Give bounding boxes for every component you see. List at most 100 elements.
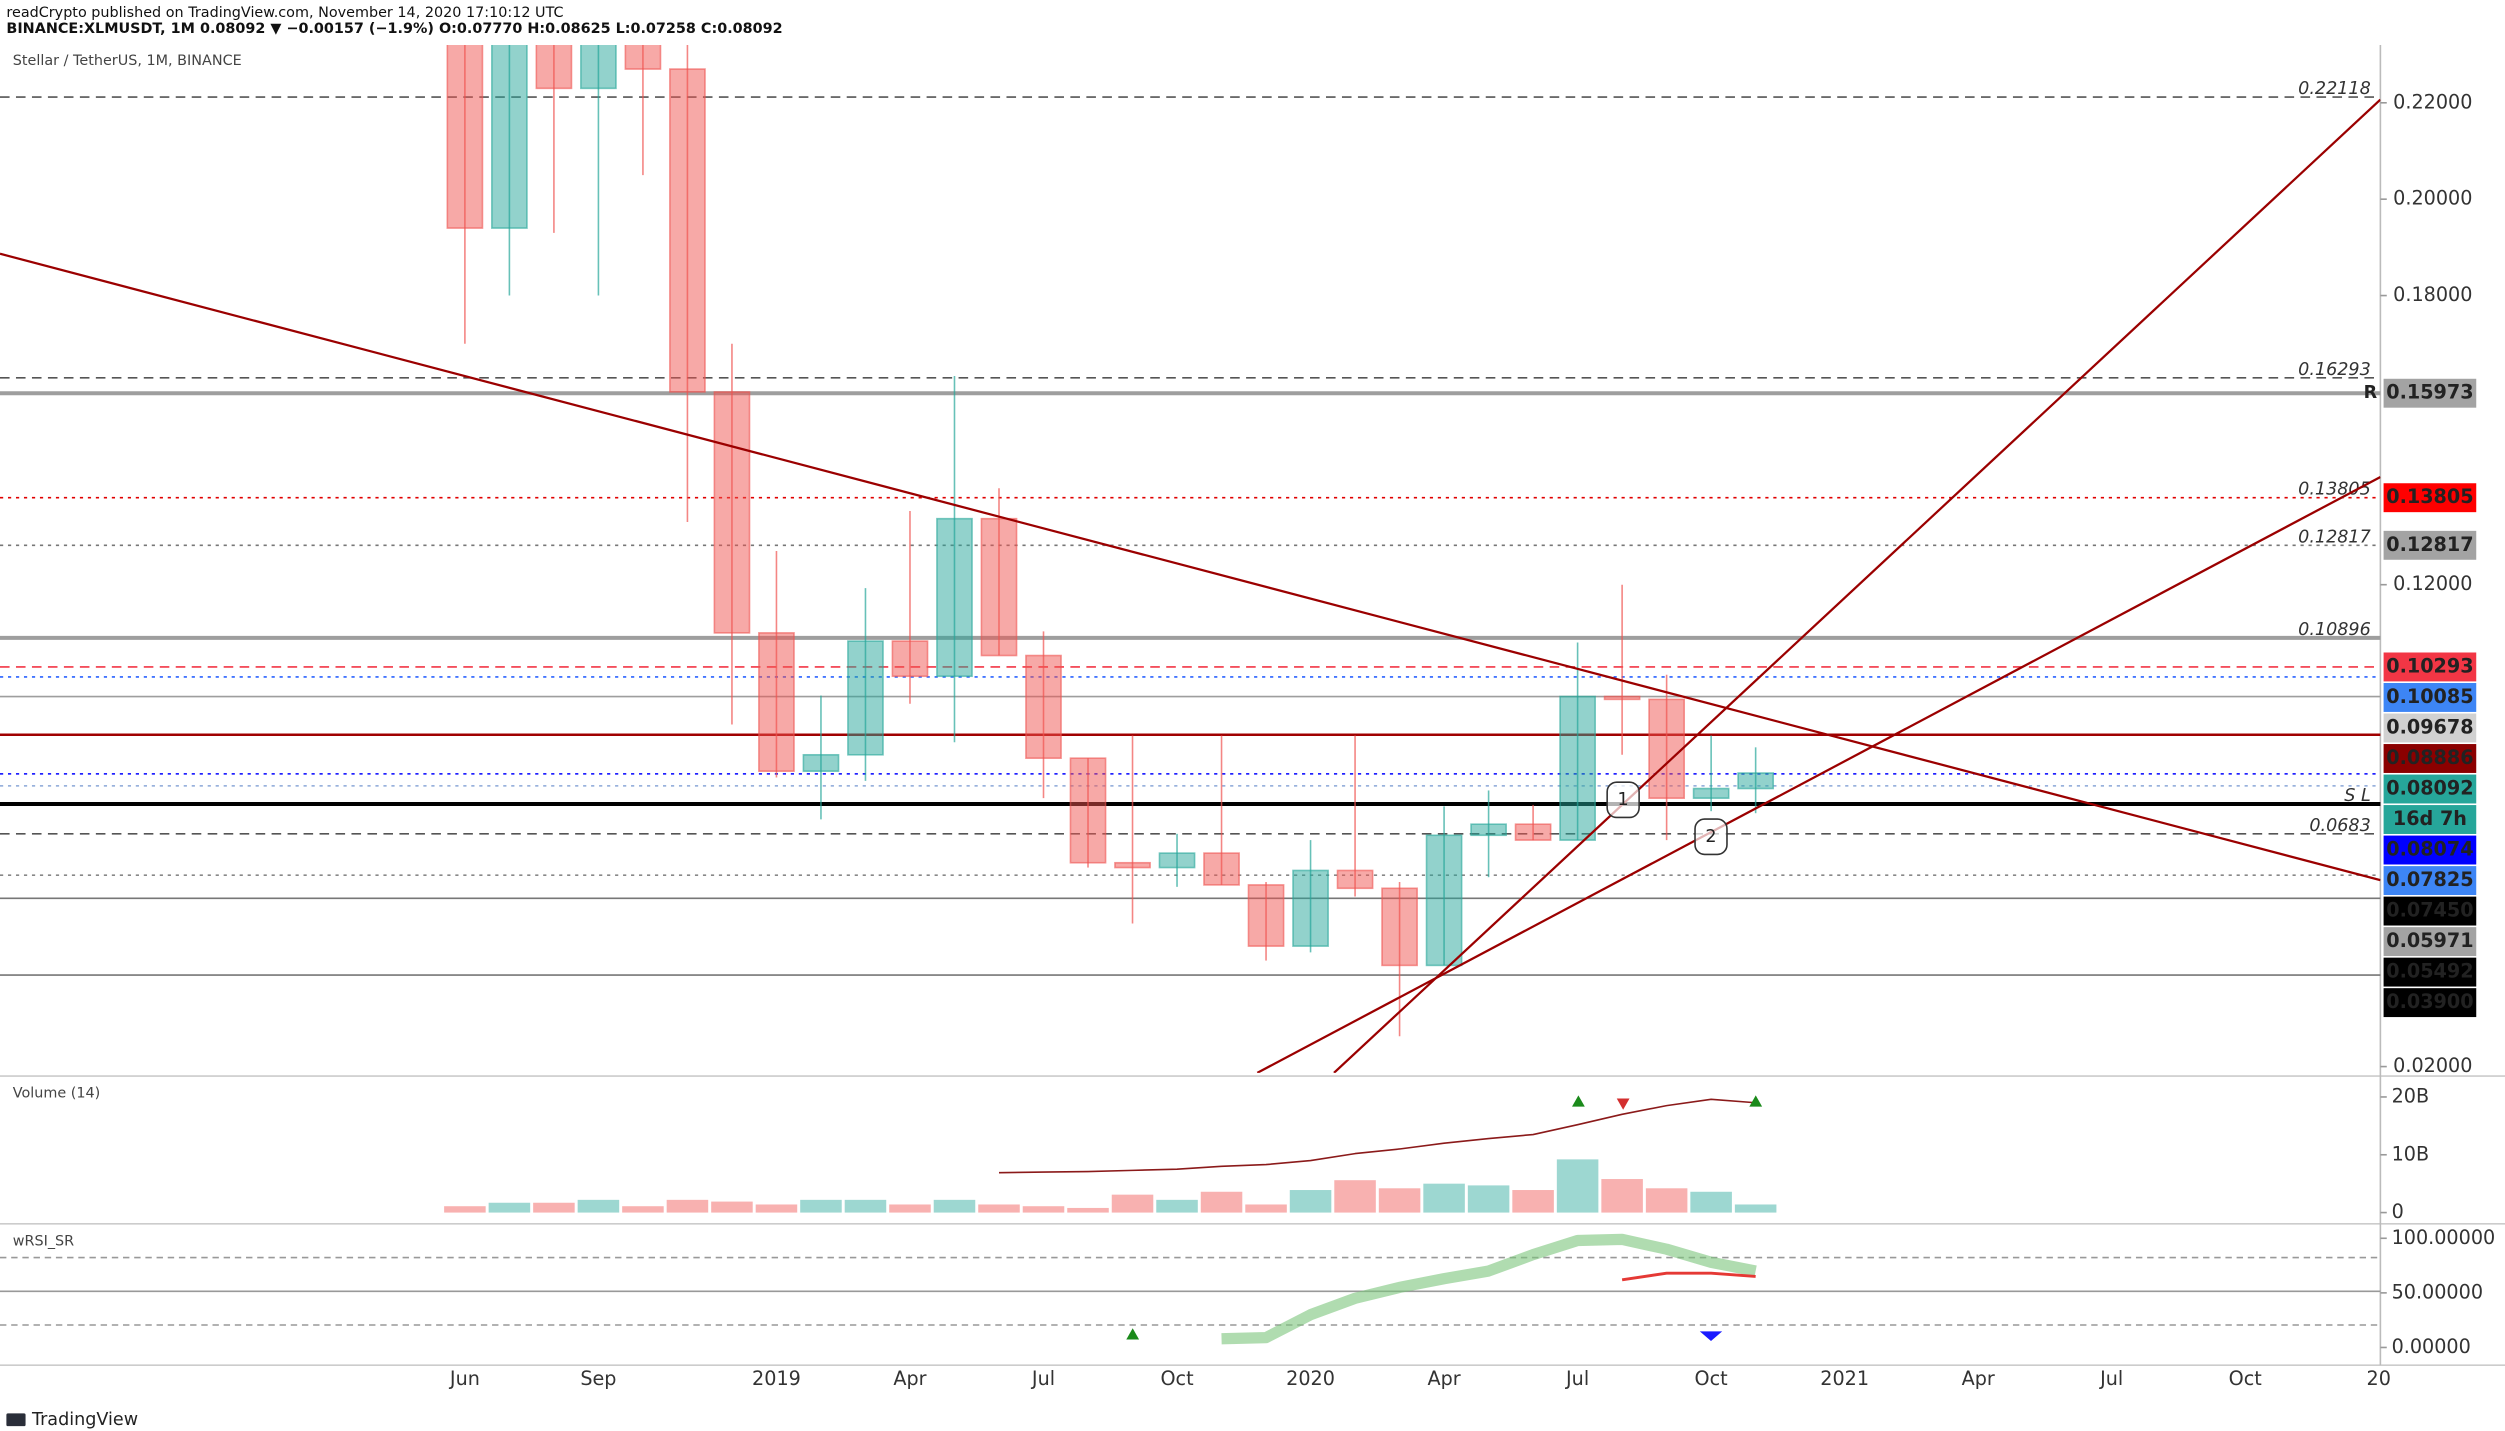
candle-body [669, 68, 706, 393]
x-tick-label: 2019 [752, 1367, 801, 1390]
candle-body [1603, 695, 1641, 701]
level-text: 0.12817 [2298, 527, 2371, 547]
x-tick-label: Apr [1962, 1367, 1995, 1390]
price-badge [2383, 744, 2477, 773]
rsi-title: wRSI_SR [13, 1233, 74, 1249]
price-badge [2383, 927, 2477, 957]
trend-line [1333, 98, 2381, 1073]
candle-body [758, 632, 795, 772]
y-tick-label: 50.00000 [2392, 1280, 2483, 1303]
x-tick-label: 2020 [1286, 1367, 1335, 1390]
volume-bar [711, 1201, 753, 1213]
volume-bar [444, 1206, 486, 1213]
rsi-panel: 100.00000 50.00000 0.00000 [1221, 1226, 2495, 1358]
x-tick-label: Jul [1565, 1367, 1589, 1390]
price-badge [2383, 483, 2477, 513]
price-badge [2383, 713, 2477, 743]
candle-body [1336, 869, 1374, 890]
candle-body [1381, 887, 1418, 967]
x-tick-label: 2021 [1820, 1367, 1869, 1390]
volume-bar [844, 1199, 887, 1213]
y-tick-label: 0.00000 [2392, 1335, 2471, 1358]
price-badge [2383, 683, 2477, 712]
price-badge [2383, 957, 2477, 987]
level-text: 0.10896 [2298, 620, 2371, 640]
candle-body [1514, 823, 1552, 841]
price-badge-label: 0.07450 [2386, 899, 2473, 922]
price-badge [2383, 774, 2477, 804]
price-badge-label: 0.08074 [2386, 838, 2473, 861]
volume-bar [1512, 1190, 1554, 1213]
symbol-line: BINANCE:XLMUSDT, 1M 0.08092 ▼ −0.00157 (… [6, 21, 782, 37]
volume-bar [1067, 1207, 1109, 1213]
y-tick-label: 0.22000 [2393, 90, 2472, 113]
price-badge [2383, 866, 2477, 896]
candle-body [802, 753, 840, 772]
publisher: readCrypto published on TradingView.com,… [6, 5, 563, 21]
signal-down [1699, 1331, 1723, 1342]
price-badge-label: 0.08092 [2386, 776, 2473, 799]
volume-bar [533, 1202, 575, 1213]
volume-bar [978, 1204, 1020, 1213]
candle-body [1425, 834, 1463, 967]
candle-body [580, 44, 617, 90]
x-tick-label: Jul [1031, 1367, 1055, 1390]
candle-body [1247, 884, 1285, 947]
x-tick-label: Oct [2229, 1367, 2263, 1390]
price-badge-label: 0.15973 [2386, 381, 2473, 404]
candle-body [936, 517, 973, 678]
volume-bar [622, 1206, 664, 1213]
volume-bar [1289, 1190, 1332, 1213]
y-tick-label: 0 [2392, 1200, 2404, 1223]
volume-bar [755, 1204, 798, 1213]
volume-bar [1111, 1194, 1154, 1213]
volume-bar [889, 1204, 931, 1213]
volume-title: Volume (14) [13, 1086, 101, 1102]
rsi-line [1621, 1271, 1756, 1282]
signal-up [1126, 1328, 1140, 1340]
candle-body [891, 640, 929, 678]
price-badge [2383, 896, 2477, 926]
levels: 0.22118 0.16293 0.13805 0.12817 0.10896 S L 0.… [0, 79, 2381, 976]
candle-body [446, 44, 484, 229]
y-tick-label: 10B [2392, 1142, 2430, 1165]
level-text: 0.13805 [2298, 480, 2371, 500]
signal-up [1572, 1095, 1585, 1107]
trend-line [1256, 476, 2381, 1073]
price-badge [2383, 530, 2477, 560]
candle-body [980, 517, 1018, 657]
chart-title: Stellar / TetherUS, 1M, BINANCE [13, 53, 242, 69]
wave-label: 2 [1705, 827, 1716, 847]
wave-label: 1 [1618, 790, 1629, 810]
candle-body [1203, 852, 1240, 886]
candle-body [1069, 757, 1107, 864]
badge-flag: R [2364, 383, 2378, 403]
y-tick-label: 0.18000 [2393, 283, 2472, 306]
wave-marker [1694, 818, 1728, 856]
volume-ma [998, 1098, 1756, 1174]
volume-bar [1601, 1179, 1643, 1213]
x-tick-label: Apr [1428, 1367, 1461, 1390]
volume-bar [577, 1199, 620, 1213]
signal-down [1616, 1098, 1630, 1110]
volume-bar [1556, 1159, 1599, 1213]
candle-body [1292, 869, 1329, 947]
candle-body [1648, 698, 1685, 799]
x-tick-label: Jun [449, 1367, 480, 1390]
candle-body [1025, 654, 1062, 759]
y-tick-label: 0.02000 [2393, 1054, 2472, 1077]
price-badge-label: 0.05971 [2386, 929, 2473, 952]
level-text: 0.22118 [2298, 79, 2371, 99]
volume-bar [1734, 1204, 1777, 1213]
price-badge-label: 0.08886 [2386, 746, 2473, 769]
countdown-label: 16d 7h [2393, 807, 2467, 830]
countdown-badge [2383, 805, 2477, 834]
volume-bar [1423, 1183, 1465, 1213]
trend-line [0, 252, 2381, 882]
price-badge-label: 0.12817 [2386, 533, 2473, 556]
price-badge-label: 0.10085 [2386, 685, 2473, 708]
x-tick-label: Oct [1695, 1367, 1729, 1390]
